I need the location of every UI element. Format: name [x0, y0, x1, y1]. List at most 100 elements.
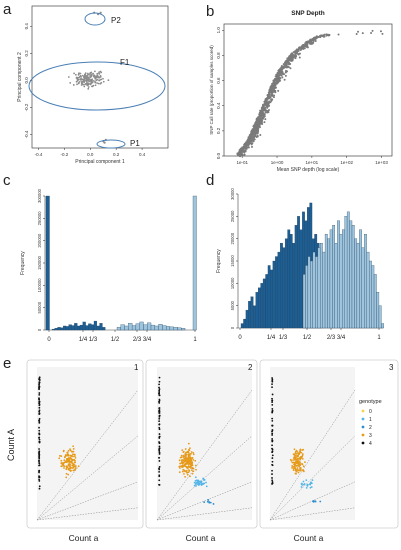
data-point [201, 483, 203, 486]
data-point [257, 118, 260, 121]
data-point [280, 67, 283, 70]
data-point [241, 148, 244, 151]
data-point [80, 78, 83, 81]
data-point [76, 83, 78, 86]
data-point [194, 459, 197, 462]
x-tick-label: 1/3 [279, 335, 288, 341]
data-point [186, 462, 189, 465]
data-point [188, 466, 191, 469]
data-point [89, 72, 91, 75]
histogram-bar [173, 327, 178, 331]
x-tick-label: 1/2 [303, 335, 312, 341]
data-point [249, 134, 252, 137]
histogram-bar [359, 229, 362, 329]
data-point [195, 485, 197, 487]
data-point [246, 146, 249, 149]
data-point [77, 465, 80, 468]
data-point [203, 501, 206, 504]
data-point [200, 480, 203, 483]
y-tick-label: 30000 [230, 188, 235, 200]
data-point [271, 457, 274, 459]
x-axis-label: Mean SNP depth (log scale) [277, 167, 340, 173]
data-point [292, 459, 295, 461]
data-point [300, 47, 303, 50]
data-point [259, 134, 262, 137]
data-point [271, 432, 274, 435]
data-point [38, 436, 41, 439]
data-point [98, 73, 101, 75]
histogram-bar [267, 265, 271, 329]
data-point [187, 453, 189, 456]
data-point [255, 119, 258, 122]
data-point [182, 461, 185, 464]
data-point [83, 81, 86, 84]
data-point [203, 482, 206, 485]
histogram-bar [162, 325, 167, 331]
data-point [74, 468, 77, 471]
data-point [69, 449, 72, 452]
data-point [103, 141, 106, 144]
data-point [299, 467, 302, 470]
data-point [184, 475, 187, 478]
data-point [179, 456, 182, 459]
data-point [38, 410, 41, 413]
data-point [268, 104, 271, 107]
histogram-bar [181, 328, 186, 331]
data-point [271, 417, 274, 420]
histogram-bar [270, 269, 273, 329]
data-point [38, 470, 40, 473]
data-point [78, 80, 81, 83]
histogram-bar [169, 326, 174, 331]
data-point [94, 81, 97, 83]
histogram-bar [315, 256, 318, 329]
data-point [181, 460, 183, 463]
data-point [254, 134, 257, 137]
histogram-bar [356, 242, 360, 329]
data-point [84, 83, 86, 86]
x-axis-label: Count a [69, 533, 99, 543]
data-point [38, 476, 40, 479]
histogram-bar [329, 229, 333, 329]
histogram-bar [307, 256, 311, 329]
y-tick-label: 100000 [37, 278, 42, 293]
data-point [275, 74, 278, 77]
data-point [63, 456, 66, 459]
data-point [252, 135, 255, 138]
data-point [288, 58, 291, 61]
data-point [38, 485, 41, 488]
data-point [293, 448, 296, 451]
data-point [65, 468, 68, 471]
data-point [158, 467, 160, 470]
x-tick-label: 1e+00 [271, 160, 284, 165]
histogram-bar [257, 287, 261, 329]
y-axis-label: Frequency [20, 251, 26, 275]
histogram-bar [361, 247, 365, 329]
data-point [158, 460, 161, 462]
data-point [158, 470, 161, 473]
data-point [264, 111, 267, 114]
data-point [246, 139, 249, 142]
data-point [279, 70, 282, 73]
data-point [63, 467, 65, 469]
data-point [283, 78, 286, 81]
data-point [38, 478, 41, 481]
data-point [186, 467, 189, 470]
data-point [60, 465, 63, 468]
data-point [271, 451, 274, 454]
data-point [287, 66, 290, 69]
data-point [87, 86, 90, 88]
data-point [90, 82, 93, 85]
data-point [74, 456, 77, 459]
data-point [276, 82, 279, 85]
histogram-bar [284, 238, 288, 329]
histogram-bar [332, 225, 335, 329]
data-point [294, 469, 297, 472]
data-point [284, 60, 287, 63]
data-point [206, 500, 209, 503]
data-point [60, 455, 63, 458]
panel-letter-a: a [3, 1, 12, 18]
histogram-bar [368, 260, 372, 329]
data-point [65, 472, 68, 475]
y-tick-label: 0.4 [216, 102, 221, 109]
data-point [158, 475, 161, 478]
